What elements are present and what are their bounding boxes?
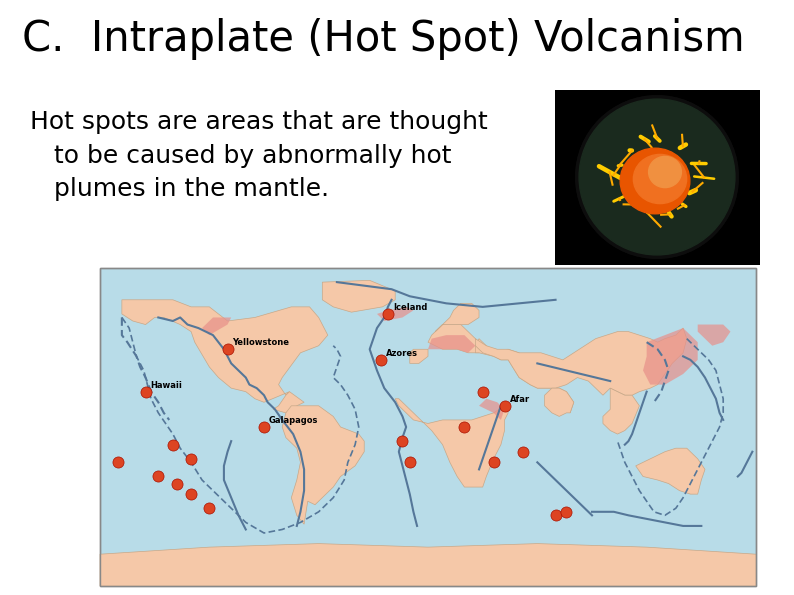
Text: Hawaii: Hawaii (151, 381, 183, 390)
Ellipse shape (620, 148, 690, 214)
Polygon shape (202, 318, 231, 335)
Polygon shape (698, 324, 730, 346)
Polygon shape (282, 406, 364, 524)
Polygon shape (395, 399, 508, 487)
Bar (100, 268, 756, 586)
Text: Hot spots are areas that are thought
   to be caused by abnormally hot
   plumes: Hot spots are areas that are thought to … (30, 110, 488, 201)
Polygon shape (603, 388, 639, 434)
Text: Iceland: Iceland (393, 303, 427, 312)
Polygon shape (121, 300, 328, 402)
Polygon shape (100, 544, 756, 586)
Polygon shape (545, 388, 574, 416)
Polygon shape (428, 335, 476, 353)
Text: Yellowstone: Yellowstone (233, 339, 290, 347)
Ellipse shape (649, 156, 681, 187)
Bar (555, 90, 760, 265)
Polygon shape (636, 448, 705, 494)
Text: C.  Intraplate (Hot Spot) Volcanism: C. Intraplate (Hot Spot) Volcanism (22, 18, 745, 60)
Polygon shape (322, 280, 395, 312)
Polygon shape (377, 307, 414, 321)
Polygon shape (435, 303, 479, 331)
Text: Galapagos: Galapagos (269, 416, 318, 425)
Polygon shape (410, 349, 428, 364)
Ellipse shape (634, 154, 687, 203)
Polygon shape (643, 328, 698, 384)
Circle shape (579, 99, 735, 255)
Polygon shape (476, 328, 687, 395)
Text: Azores: Azores (386, 349, 418, 358)
Polygon shape (476, 339, 574, 413)
Polygon shape (479, 399, 504, 420)
Polygon shape (428, 324, 483, 353)
Circle shape (575, 95, 739, 259)
Polygon shape (273, 392, 304, 413)
Bar (100, 268, 756, 586)
Text: Afar: Afar (510, 395, 530, 404)
